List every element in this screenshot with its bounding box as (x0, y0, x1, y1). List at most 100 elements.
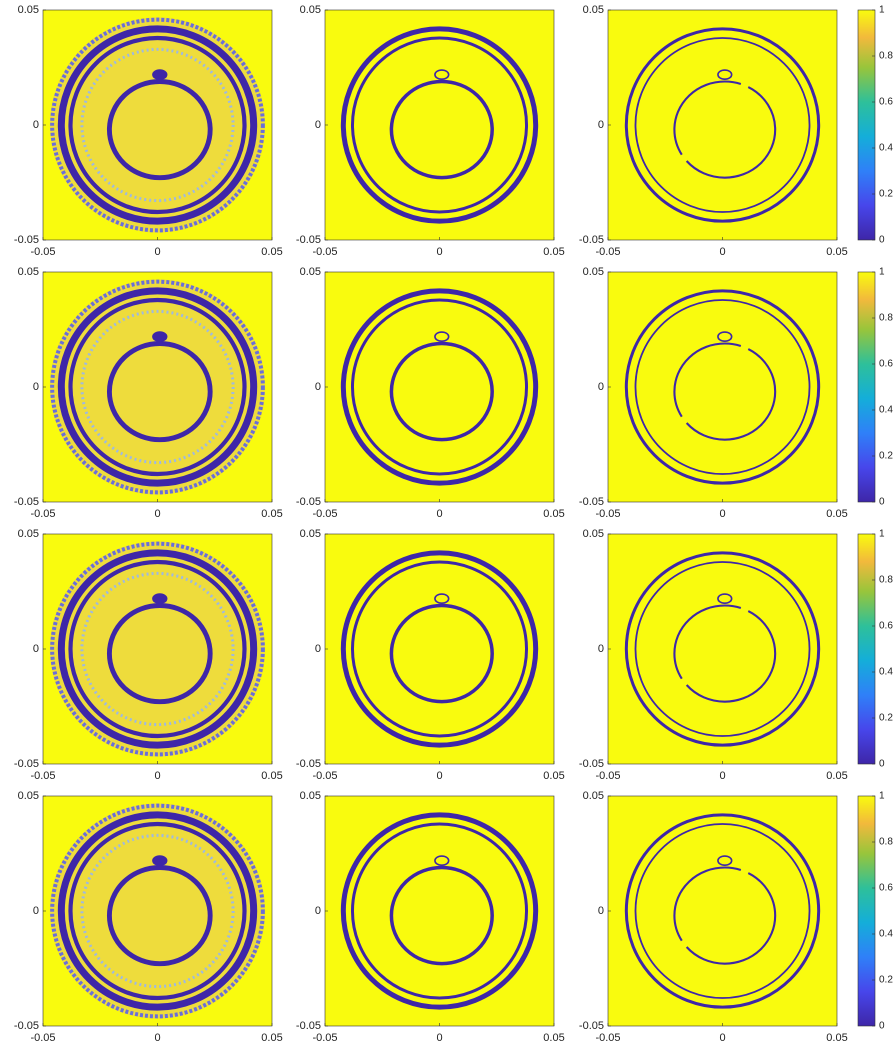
colorbar-tick-label: 0 (879, 497, 885, 508)
outer-ring (634, 37, 811, 213)
x-tick-label: -0.05 (30, 246, 55, 258)
outer-ring (57, 549, 258, 749)
small-ring (152, 69, 168, 81)
heatmap-image (608, 272, 837, 502)
heatmap-background (325, 534, 554, 764)
colorbar (857, 271, 876, 503)
small-ring (434, 69, 450, 81)
x-tick-label: -0.05 (312, 508, 337, 520)
y-tick-label: 0.05 (300, 528, 321, 540)
colorbar-tick-label: 1 (879, 529, 885, 540)
outer-ring (350, 560, 529, 738)
x-tick-label: -0.05 (595, 770, 620, 782)
y-tick-label: -0.05 (14, 758, 39, 770)
heatmap-image (608, 10, 837, 240)
y-tick-label: -0.05 (14, 234, 39, 246)
y-tick-label: -0.05 (579, 496, 604, 508)
outer-ring (624, 551, 821, 747)
y-tick-label: -0.05 (14, 496, 39, 508)
heatmap-background (608, 534, 837, 764)
x-tick-label: 0 (154, 770, 160, 782)
colorbar-tick-label: 0.2 (879, 451, 893, 462)
y-tick-label: -0.05 (14, 1020, 39, 1032)
x-tick-label: 0 (719, 770, 725, 782)
small-ring (717, 855, 733, 866)
outer-ring (350, 822, 529, 1000)
y-tick-label: 0 (598, 381, 604, 393)
heatmap-background (325, 272, 554, 502)
y-tick-label: 0 (315, 119, 321, 131)
noisy-ring (80, 571, 235, 727)
x-tick-label: 0 (436, 508, 442, 520)
y-tick-label: 0.05 (583, 266, 604, 278)
inner-ring (106, 865, 213, 967)
heatmap-background (608, 796, 837, 1026)
inner-ring (673, 866, 777, 965)
colorbar (857, 795, 876, 1027)
y-tick-label: -0.05 (579, 234, 604, 246)
y-tick-label: -0.05 (296, 496, 321, 508)
x-tick-label: 0.05 (261, 770, 282, 782)
heatmap-image (43, 534, 272, 764)
colorbar-tick-label: 0 (879, 1021, 885, 1032)
x-tick-label: 0 (436, 770, 442, 782)
colorbar (857, 9, 876, 241)
heatmap-image (43, 796, 272, 1026)
colorbar-tick-label: 0.2 (879, 975, 893, 986)
colorbar-tick-label: 0 (879, 235, 885, 246)
x-tick-label: 0.05 (261, 246, 282, 258)
inner-ring (106, 341, 213, 443)
heatmap-background (325, 796, 554, 1026)
outer-ring (68, 35, 247, 215)
colorbar-tick-label: 0.4 (879, 405, 893, 416)
y-tick-label: -0.05 (296, 1020, 321, 1032)
x-tick-label: -0.05 (312, 246, 337, 258)
x-tick-label: 0.05 (543, 246, 564, 258)
colorbar-tick-label: 0.8 (879, 837, 893, 848)
x-tick-label: 0.05 (261, 508, 282, 520)
small-ring (434, 331, 450, 343)
colorbar-tick-label: 0.4 (879, 929, 893, 940)
y-tick-label: 0 (33, 905, 39, 917)
small-ring (434, 855, 450, 866)
colorbar-tick-label: 0.2 (879, 713, 893, 724)
colorbar-tick-label: 1 (879, 267, 885, 278)
y-tick-label: 0 (598, 643, 604, 655)
y-tick-label: 0 (598, 905, 604, 917)
small-ring (152, 855, 168, 866)
x-tick-label: -0.05 (312, 1032, 337, 1044)
y-tick-label: 0.05 (583, 528, 604, 540)
x-tick-label: 0 (154, 246, 160, 258)
outer-ring (350, 36, 529, 214)
y-tick-label: 0 (33, 381, 39, 393)
small-ring (152, 331, 168, 343)
x-tick-label: 0.05 (826, 246, 847, 258)
inner-ring (673, 342, 777, 441)
heatmap-background (325, 10, 554, 240)
small-ring (717, 593, 733, 604)
outer-ring (340, 26, 539, 224)
x-tick-label: -0.05 (595, 246, 620, 258)
outer-ring (634, 299, 811, 475)
outer-ring (68, 821, 247, 1001)
outer-ring (340, 288, 539, 486)
outer-ring (624, 27, 821, 223)
y-tick-label: 0.05 (300, 4, 321, 16)
heatmap-image (325, 796, 554, 1026)
x-tick-label: -0.05 (595, 1032, 620, 1044)
colorbar-tick-label: 0.8 (879, 51, 893, 62)
x-tick-label: 0.05 (261, 1032, 282, 1044)
y-tick-label: 0 (315, 381, 321, 393)
colorbar-tick-label: 0 (879, 759, 885, 770)
heatmap-image (43, 10, 272, 240)
outer-ring (340, 812, 539, 1010)
x-tick-label: 0.05 (826, 1032, 847, 1044)
x-tick-label: 0.05 (543, 1032, 564, 1044)
heatmap-image (325, 534, 554, 764)
y-tick-label: 0 (33, 119, 39, 131)
x-tick-label: -0.05 (312, 770, 337, 782)
colorbar-tick-label: 0.4 (879, 667, 893, 678)
inner-ring (106, 603, 213, 705)
heatmap-image (325, 10, 554, 240)
